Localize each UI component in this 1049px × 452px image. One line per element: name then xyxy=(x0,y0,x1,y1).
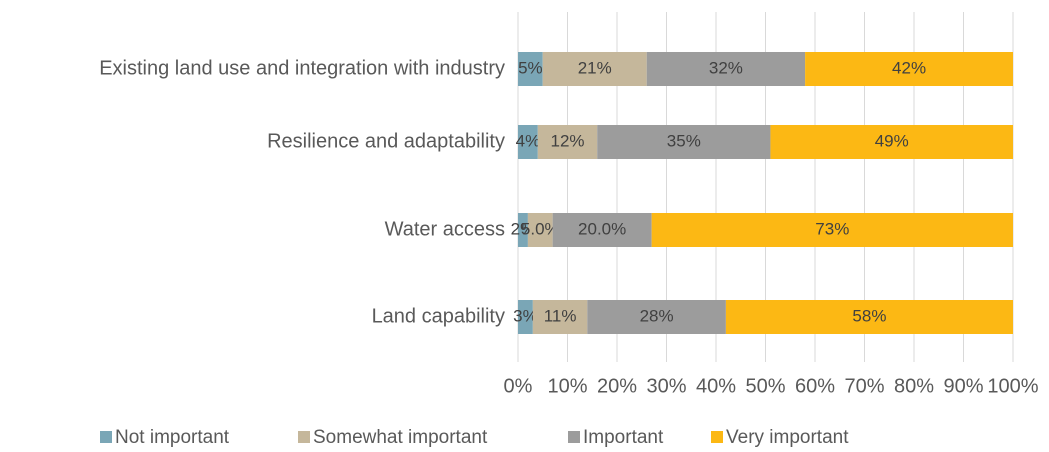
bar-segment xyxy=(646,52,806,86)
bar-segment xyxy=(518,125,538,159)
bar-segment xyxy=(651,213,1013,247)
bar-segment xyxy=(805,52,1013,86)
x-tick-label: 10% xyxy=(547,375,587,397)
x-tick-label: 100% xyxy=(987,375,1038,397)
legend-label: Not important xyxy=(115,427,230,448)
data-label: 35% xyxy=(667,131,701,150)
legend-label: Very important xyxy=(726,427,849,448)
data-label: 21% xyxy=(578,58,612,77)
bar-segment xyxy=(597,125,771,159)
data-label: 5.0% xyxy=(521,219,560,238)
x-tick-label: 40% xyxy=(696,375,736,397)
bar-segment xyxy=(518,300,533,334)
category-label: Land capability xyxy=(372,305,505,327)
data-label: 20.0% xyxy=(578,219,626,238)
data-label: 32% xyxy=(709,58,743,77)
legend-label: Somewhat important xyxy=(313,427,488,448)
data-label: 42% xyxy=(892,58,926,77)
legend-swatch xyxy=(568,431,580,443)
category-label: Resilience and adaptability xyxy=(267,130,505,152)
legend-swatch xyxy=(298,431,310,443)
data-label: 58% xyxy=(852,306,886,325)
bar-segment xyxy=(770,125,1013,159)
x-tick-label: 80% xyxy=(894,375,934,397)
category-label: Water access xyxy=(385,218,505,240)
x-tick-label: 60% xyxy=(795,375,835,397)
bar-segment xyxy=(518,213,528,247)
legend-label: Important xyxy=(583,427,664,448)
category-label: Existing land use and integration with i… xyxy=(99,57,505,79)
legend-swatch xyxy=(100,431,112,443)
data-label: 28% xyxy=(640,306,674,325)
x-tick-label: 20% xyxy=(597,375,637,397)
data-label: 49% xyxy=(875,131,909,150)
bar-segment xyxy=(542,52,647,86)
bar-segment xyxy=(587,300,726,334)
bar-segment xyxy=(518,52,543,86)
x-tick-label: 0% xyxy=(504,375,533,397)
data-label: 4% xyxy=(516,131,541,150)
bar-segment xyxy=(537,125,598,159)
legend-swatch xyxy=(711,431,723,443)
data-label: 11% xyxy=(544,306,577,325)
x-tick-label: 50% xyxy=(745,375,785,397)
bar-segment xyxy=(527,213,553,247)
data-label: 73% xyxy=(815,219,849,238)
data-label: 5% xyxy=(518,58,543,77)
x-tick-label: 30% xyxy=(646,375,686,397)
x-tick-label: 70% xyxy=(844,375,884,397)
bar-segment xyxy=(532,300,588,334)
bar-segment xyxy=(552,213,652,247)
bar-segment xyxy=(725,300,1013,334)
data-label: 3% xyxy=(513,306,538,325)
data-label: 12% xyxy=(550,131,584,150)
x-tick-label: 90% xyxy=(943,375,983,397)
